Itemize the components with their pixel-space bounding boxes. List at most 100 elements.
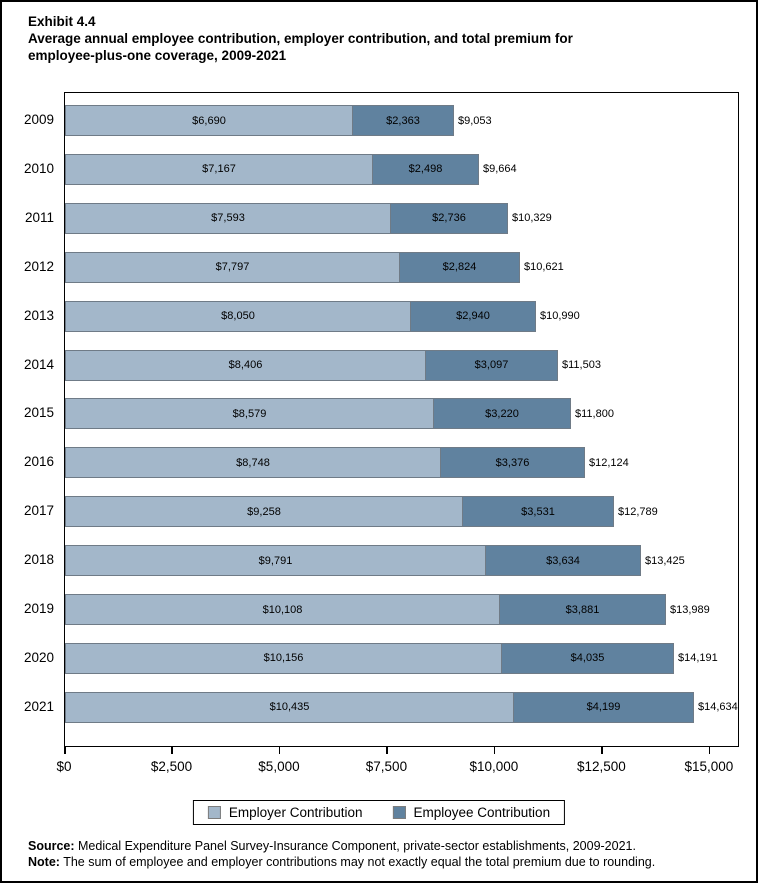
employer-value-label: $8,579 — [232, 407, 267, 420]
x-axis-tick-label: $12,500 — [577, 759, 626, 774]
note-label: Note: — [28, 855, 60, 869]
employer-value-label: $8,050 — [221, 310, 255, 323]
employer-value-label: $9,258 — [247, 505, 281, 518]
x-axis-tick — [708, 747, 711, 754]
source-label: Source: — [28, 839, 75, 853]
year-label: 2011 — [24, 209, 54, 225]
total-premium-label: $10,329 — [512, 212, 552, 225]
note-text: The sum of employee and employer contrib… — [59, 855, 656, 869]
employer-value-label: $8,406 — [228, 359, 263, 371]
employer-value-label: $7,593 — [211, 212, 245, 225]
bar-row: $6,690 $2,363 $9,053 — [65, 105, 492, 136]
employer-value-label: $10,156 — [263, 652, 304, 665]
employee-value-label: $3,376 — [495, 456, 530, 469]
legend-label-employee: Employee Contribution — [413, 805, 551, 820]
employee-contribution-bar: $2,363 — [352, 105, 454, 136]
year-label: 2012 — [23, 258, 54, 274]
x-axis-tick — [171, 747, 173, 754]
x-axis-tick — [64, 747, 66, 754]
total-premium-label: $10,990 — [540, 310, 580, 323]
exhibit-number: Exhibit 4.4 — [28, 14, 96, 29]
x-axis-tick — [493, 747, 496, 754]
employer-contribution-bar: $9,258 — [65, 496, 463, 528]
employee-contribution-bar: $2,824 — [399, 251, 520, 283]
employer-contribution-bar: $10,108 — [65, 594, 500, 625]
total-premium-label: $10,621 — [524, 261, 564, 274]
bar-row: $9,258 $3,531 $12,789 — [65, 496, 658, 528]
employer-contribution-bar: $8,050 — [65, 300, 411, 332]
total-premium-label: $12,124 — [589, 456, 629, 469]
bar-row: $10,108 $3,881 $13,989 — [65, 594, 710, 625]
employer-contribution-bar: $8,579 — [65, 398, 434, 430]
x-axis-tick-label: $5,000 — [258, 759, 300, 774]
x-axis-tick — [386, 747, 388, 754]
employer-value-label: $9,791 — [258, 554, 293, 567]
employee-value-label: $4,035 — [570, 652, 605, 665]
employee-value-label: $3,634 — [546, 554, 580, 567]
employer-value-label: $6,690 — [192, 114, 226, 127]
year-label: 2009 — [23, 112, 54, 127]
employer-value-label: $10,108 — [262, 603, 303, 616]
employee-value-label: $2,736 — [432, 212, 466, 225]
employer-contribution-bar: $6,690 — [65, 105, 353, 136]
x-axis-tick — [601, 747, 603, 754]
employee-contribution-bar: $3,220 — [433, 398, 571, 430]
bar-row: $7,797 $2,824 $10,621 — [65, 251, 564, 283]
employer-value-label: $7,167 — [202, 163, 236, 176]
employee-value-label: $2,363 — [386, 114, 420, 127]
employer-contribution-bar: $9,791 — [65, 545, 486, 577]
legend-label-employer: Employer Contribution — [228, 805, 363, 820]
bar-row: $8,406 $3,097 $11,503 — [65, 349, 601, 381]
employee-contribution-bar: $4,199 — [513, 691, 694, 723]
employee-contribution-bar: $2,736 — [390, 202, 508, 234]
employer-contribution-bar: $10,156 — [65, 642, 502, 674]
employer-contribution-bar: $8,748 — [65, 447, 441, 479]
employee-value-label: $3,220 — [485, 407, 519, 420]
year-label: 2010 — [23, 160, 54, 176]
employer-value-label: $10,435 — [269, 701, 310, 714]
rounding-note: Note: The sum of employee and employer c… — [28, 854, 655, 870]
employee-value-label: $2,824 — [442, 261, 477, 274]
employee-contribution-bar: $3,531 — [462, 496, 614, 528]
total-premium-label: $13,425 — [645, 554, 685, 567]
employer-contribution-bar: $7,593 — [65, 202, 391, 234]
employer-contribution-bar: $7,797 — [65, 251, 400, 283]
year-label: 2016 — [23, 454, 54, 470]
employer-value-label: $8,748 — [236, 456, 270, 469]
source-note: Source: Medical Expenditure Panel Survey… — [28, 838, 655, 854]
total-premium-label: $12,789 — [618, 505, 658, 518]
x-axis-tick-label: $0 — [56, 759, 72, 774]
year-label: 2019 — [23, 601, 54, 616]
employee-contribution-bar: $3,881 — [499, 594, 666, 625]
footer-notes: Source: Medical Expenditure Panel Survey… — [28, 838, 655, 870]
x-axis-tick-label: $7,500 — [365, 759, 408, 774]
employer-contribution-bar: $10,435 — [65, 691, 514, 723]
total-premium-label: $9,664 — [483, 163, 517, 176]
title-block: Exhibit 4.4 Average annual employee cont… — [28, 13, 573, 64]
bar-row: $8,748 $3,376 $12,124 — [65, 447, 629, 479]
x-axis-tick-label: $10,000 — [469, 759, 519, 774]
employee-value-label: $3,097 — [474, 359, 509, 371]
total-premium-label: $9,053 — [458, 114, 492, 127]
bar-row: $10,435 $4,199 $14,634 — [65, 691, 738, 723]
year-label: 2018 — [23, 552, 54, 568]
year-label: 2013 — [23, 307, 54, 323]
source-text: Medical Expenditure Panel Survey-Insuran… — [74, 839, 636, 853]
employee-contribution-bar: $2,498 — [372, 153, 479, 185]
total-premium-label: $14,634 — [698, 701, 738, 714]
bar-row: $8,579 $3,220 $11,800 — [65, 398, 614, 430]
plot-area: $6,690 $2,363 $9,053 $7,167 $2,498 $9,664 $7,5… — [64, 92, 739, 747]
employee-contribution-bar: $3,634 — [485, 545, 641, 577]
legend: Employer Contribution Employee Contribut… — [192, 800, 566, 825]
bar-row: $7,167 $2,498 $9,664 — [65, 153, 517, 185]
employee-contribution-bar: $4,035 — [501, 642, 674, 674]
bar-row: $9,791 $3,634 $13,425 — [65, 545, 685, 577]
bar-row: $10,156 $4,035 $14,191 — [65, 642, 718, 674]
year-label: 2021 — [23, 698, 54, 714]
legend-item-employer: Employer Contribution — [207, 805, 363, 820]
year-label: 2015 — [23, 405, 54, 421]
employer-contribution-bar: $7,167 — [65, 153, 373, 185]
x-axis-tick — [278, 747, 281, 754]
employee-value-label: $3,531 — [521, 505, 555, 518]
